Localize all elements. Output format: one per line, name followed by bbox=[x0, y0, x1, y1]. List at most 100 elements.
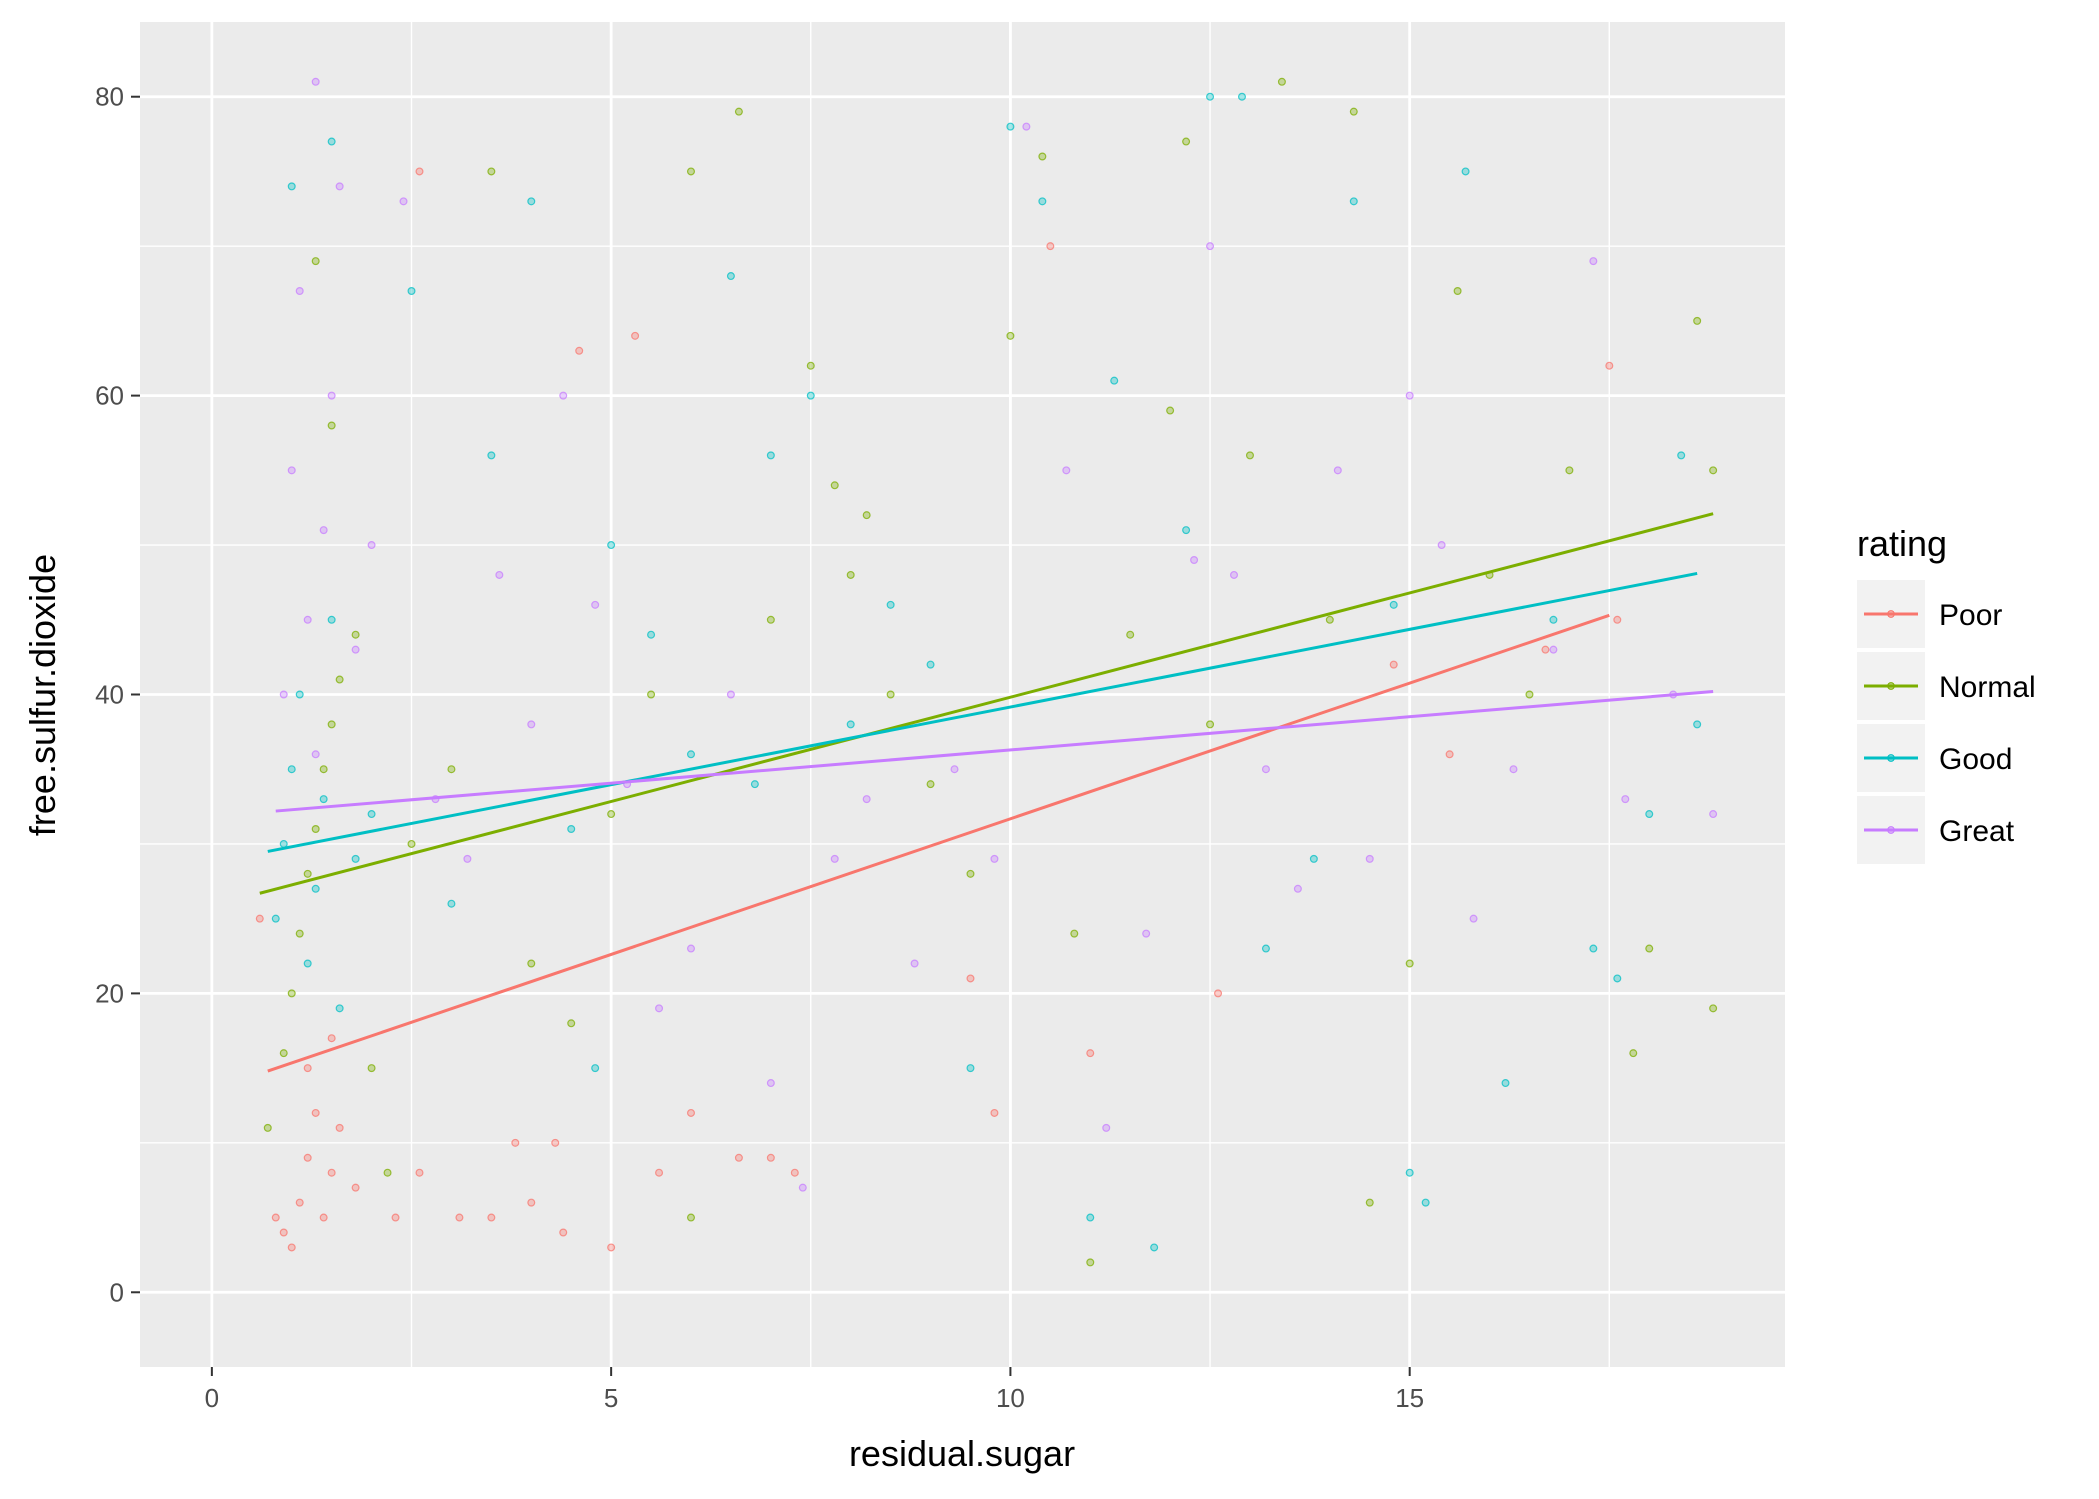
data-point-great bbox=[279, 690, 288, 699]
data-point-great bbox=[367, 541, 376, 550]
data-point-good bbox=[1150, 1243, 1159, 1252]
data-point-great bbox=[327, 391, 336, 400]
data-point-great bbox=[686, 944, 695, 953]
data-point-poor bbox=[1214, 989, 1223, 998]
data-point-normal bbox=[351, 630, 360, 639]
data-point-normal bbox=[1405, 959, 1414, 968]
legend-key-point bbox=[1887, 754, 1895, 762]
data-point-great bbox=[303, 615, 312, 624]
data-point-good bbox=[806, 391, 815, 400]
data-point-normal bbox=[311, 824, 320, 833]
data-point-good bbox=[1501, 1079, 1510, 1088]
data-point-normal bbox=[1325, 615, 1334, 624]
data-point-poor bbox=[551, 1138, 560, 1147]
data-point-great bbox=[1469, 914, 1478, 923]
data-point-great bbox=[351, 645, 360, 654]
data-point-poor bbox=[295, 1198, 304, 1207]
data-point-normal bbox=[806, 361, 815, 370]
data-point-good bbox=[1086, 1213, 1095, 1222]
fit-line-great bbox=[275, 690, 1714, 813]
data-point-poor bbox=[1613, 615, 1622, 624]
y-tick-label: 60 bbox=[95, 381, 124, 411]
y-tick-label: 40 bbox=[95, 680, 124, 710]
data-point-poor bbox=[415, 1168, 424, 1177]
data-point-good bbox=[1613, 974, 1622, 983]
data-point-normal bbox=[926, 780, 935, 789]
data-point-good bbox=[351, 854, 360, 863]
data-point-good bbox=[1645, 810, 1654, 819]
data-point-good bbox=[327, 615, 336, 624]
data-point-great bbox=[766, 1079, 775, 1088]
data-point-great bbox=[335, 182, 344, 191]
data-point-great bbox=[910, 959, 919, 968]
data-point-normal bbox=[766, 615, 775, 624]
data-point-great bbox=[1621, 795, 1630, 804]
data-point-good bbox=[367, 810, 376, 819]
data-point-good bbox=[335, 1004, 344, 1013]
data-point-normal bbox=[1365, 1198, 1374, 1207]
data-point-great bbox=[1405, 391, 1414, 400]
data-point-great bbox=[830, 854, 839, 863]
data-point-great bbox=[559, 391, 568, 400]
data-point-normal bbox=[1525, 690, 1534, 699]
data-point-normal bbox=[319, 765, 328, 774]
data-point-good bbox=[966, 1064, 975, 1073]
data-point-normal bbox=[263, 1123, 272, 1132]
data-point-great bbox=[655, 1004, 664, 1013]
data-point-good bbox=[1309, 854, 1318, 863]
data-point-great bbox=[1206, 242, 1215, 251]
data-point-poor bbox=[391, 1213, 400, 1222]
legend-label-good: Good bbox=[1939, 743, 2012, 776]
data-point-poor bbox=[1541, 645, 1550, 654]
data-point-poor bbox=[734, 1153, 743, 1162]
data-point-good bbox=[1589, 944, 1598, 953]
data-point-normal bbox=[966, 869, 975, 878]
data-point-normal bbox=[367, 1064, 376, 1073]
data-point-poor bbox=[311, 1108, 320, 1117]
data-point-great bbox=[726, 690, 735, 699]
data-point-normal bbox=[311, 257, 320, 266]
data-point-normal bbox=[335, 675, 344, 684]
data-point-good bbox=[271, 914, 280, 923]
data-point-great bbox=[1190, 555, 1199, 564]
data-point-normal bbox=[830, 481, 839, 490]
y-tick-label: 80 bbox=[95, 82, 124, 112]
data-point-normal bbox=[279, 1049, 288, 1058]
data-point-good bbox=[1549, 615, 1558, 624]
data-point-poor bbox=[686, 1108, 695, 1117]
legend-label-normal: Normal bbox=[1939, 671, 2036, 704]
data-point-normal bbox=[1038, 152, 1047, 161]
data-point-normal bbox=[686, 1213, 695, 1222]
data-point-good bbox=[1038, 197, 1047, 206]
data-point-good bbox=[295, 690, 304, 699]
data-point-great bbox=[1022, 122, 1031, 131]
data-point-poor bbox=[255, 914, 264, 923]
data-point-great bbox=[311, 77, 320, 86]
data-point-good bbox=[1349, 197, 1358, 206]
data-point-good bbox=[726, 272, 735, 281]
data-point-normal bbox=[1349, 107, 1358, 116]
data-point-great bbox=[295, 287, 304, 296]
data-point-great bbox=[950, 765, 959, 774]
data-point-good bbox=[1237, 92, 1246, 101]
x-axis-ticks: 0 5 10 15 bbox=[205, 1367, 1424, 1413]
data-point-great bbox=[319, 526, 328, 535]
data-point-good bbox=[1461, 167, 1470, 176]
data-point-normal bbox=[1126, 630, 1135, 639]
data-point-good bbox=[1421, 1198, 1430, 1207]
data-point-great bbox=[1589, 257, 1598, 266]
x-axis-title: residual.sugar bbox=[849, 1433, 1075, 1474]
data-point-normal bbox=[1453, 287, 1462, 296]
data-point-good bbox=[1677, 451, 1686, 460]
data-point-normal bbox=[383, 1168, 392, 1177]
data-point-good bbox=[1261, 944, 1270, 953]
data-point-normal bbox=[607, 810, 616, 819]
data-point-normal bbox=[1629, 1049, 1638, 1058]
data-point-poor bbox=[327, 1034, 336, 1043]
data-point-normal bbox=[1245, 451, 1254, 460]
data-point-normal bbox=[327, 720, 336, 729]
data-point-normal bbox=[407, 839, 416, 848]
data-point-poor bbox=[487, 1213, 496, 1222]
data-point-good bbox=[1006, 122, 1015, 131]
x-tick-label: 15 bbox=[1395, 1383, 1424, 1413]
